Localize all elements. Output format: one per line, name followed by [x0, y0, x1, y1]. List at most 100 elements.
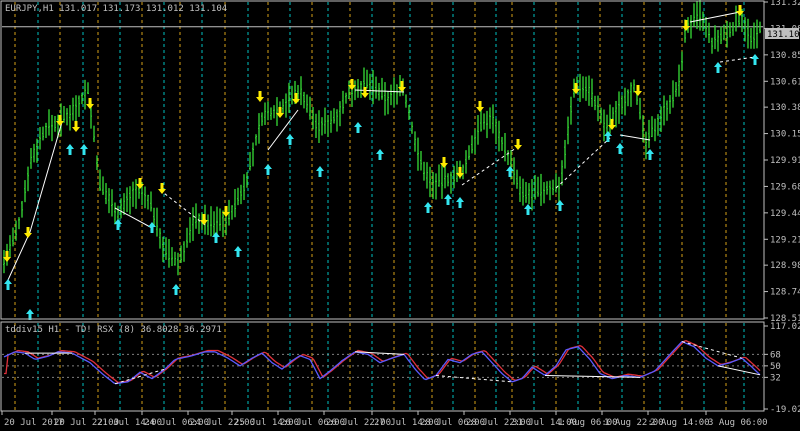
arrow-up-icon [26, 309, 34, 320]
arrow-down-icon [608, 119, 616, 130]
arrow-down-icon [222, 206, 230, 217]
arrow-down-icon [514, 139, 522, 150]
arrow-up-icon [66, 144, 74, 155]
sell-signal-arrow [276, 107, 284, 118]
grid-layer [2, 2, 763, 410]
arrow-down-icon [200, 214, 208, 225]
sell-signal-arrow [86, 98, 94, 109]
arrow-up-icon [172, 284, 180, 295]
price-tick-label: 130.619 [770, 77, 800, 87]
indicator-tick-label: 32 [770, 373, 781, 383]
time-tick-label: 28 Jul 22:00 [466, 418, 531, 428]
buy-signal-arrow [506, 166, 514, 177]
arrow-up-icon [316, 166, 324, 177]
arrow-up-icon [524, 204, 532, 215]
arrow-up-icon [264, 164, 272, 175]
arrow-down-icon [361, 87, 369, 98]
buy-signal-arrow [286, 134, 294, 145]
buy-signal-arrow [264, 164, 272, 175]
sell-signal-arrow [72, 121, 80, 132]
price-tick-label: 130.154 [770, 130, 800, 140]
main-panel-header: EURJPY,H1 131.017 131.173 131.012 131.10… [5, 4, 227, 14]
arrow-down-icon [56, 115, 64, 126]
sell-signal-arrow [398, 81, 406, 92]
sell-signal-arrow [348, 79, 356, 90]
divergence-lines [7, 11, 756, 281]
price-tick-label: 130.389 [770, 103, 800, 113]
arrow-down-icon [256, 91, 264, 102]
sell-signal-arrow [361, 87, 369, 98]
arrow-down-icon [86, 98, 94, 109]
sell-signal-arrow [222, 206, 230, 217]
buy-signal-arrow [354, 122, 362, 133]
sell-signal-arrow [200, 214, 208, 225]
arrow-down-icon [3, 251, 11, 262]
sell-signal-arrow [136, 178, 144, 189]
sell-signal-arrow [608, 119, 616, 130]
buy-signal-arrow [556, 200, 564, 211]
sell-signal-arrow [634, 85, 642, 96]
buy-signal-arrow [456, 197, 464, 208]
indicator-tick-label: 68 [770, 350, 781, 360]
arrow-down-icon [572, 83, 580, 94]
arrow-up-icon [556, 200, 564, 211]
divergence-line [7, 121, 63, 281]
arrow-down-icon [456, 167, 464, 178]
arrow-down-icon [736, 5, 744, 16]
sell-signal-arrow [256, 91, 264, 102]
arrow-up-icon [604, 131, 612, 142]
buy-signal-arrow [524, 204, 532, 215]
arrow-down-icon [292, 93, 300, 104]
divergence-line [267, 109, 299, 151]
time-tick-label: 28 Jul 06:00 [420, 418, 485, 428]
price-tick-label: 128.514 [770, 314, 800, 324]
time-tick-label: 24 Jul 22:00 [190, 418, 255, 428]
arrow-up-icon [354, 122, 362, 133]
indicator-tick-label: 117.0281 [770, 322, 800, 332]
rsx-divergence-line [114, 368, 166, 385]
divergence-line [114, 207, 153, 229]
buy-signal-arrow [444, 194, 452, 205]
rsx-divergence-line [435, 374, 513, 383]
buy-signal-arrow [148, 222, 156, 233]
divergence-line [461, 147, 517, 186]
time-tick-label: 20 Jul 2017 [4, 418, 64, 428]
price-tick-label: 130.854 [770, 51, 800, 61]
time-tick-label: 1 Aug 06:00 [558, 418, 618, 428]
rsx-panel-lines [3, 340, 761, 385]
rsx-divergence-line [681, 341, 743, 359]
buy-signal-arrow [66, 144, 74, 155]
time-tick-label: 24 Jul 06:00 [144, 418, 209, 428]
arrow-down-icon [476, 101, 484, 112]
buy-signal-arrow [212, 232, 220, 243]
rsx-divergence-line [717, 365, 761, 376]
current-price-label: 131.104 [767, 30, 800, 40]
price-tick-label: 131.324 [770, 0, 800, 8]
buy-signal-arrow [751, 54, 759, 65]
sell-signal-arrow [24, 227, 32, 238]
arrow-up-icon [616, 143, 624, 154]
arrow-up-icon [646, 149, 654, 160]
buy-signal-arrow [26, 309, 34, 320]
arrow-up-icon [714, 62, 722, 73]
arrow-up-icon [4, 279, 12, 290]
arrow-up-icon [376, 149, 384, 160]
current-price-marker: 131.104 [765, 28, 800, 40]
sell-signal-arrow [514, 139, 522, 150]
sell-signal-arrow [456, 167, 464, 178]
time-tick-label: 2 Aug 14:00 [650, 418, 710, 428]
rsx-divergence-line [544, 374, 641, 378]
buy-signal-arrow [646, 149, 654, 160]
time-tick-label: 25 Jul 14:00 [234, 418, 299, 428]
indicator-tick-label: 50 [770, 362, 781, 372]
buy-signal-arrow [234, 246, 242, 257]
price-tick-label: 129.214 [770, 235, 800, 245]
sell-signal-arrow [56, 115, 64, 126]
arrow-up-icon [212, 232, 220, 243]
buy-signal-arrow [4, 279, 12, 290]
buy-signal-arrow [616, 143, 624, 154]
arrow-up-icon [114, 219, 122, 230]
arrow-up-icon [148, 222, 156, 233]
arrow-up-icon [424, 202, 432, 213]
